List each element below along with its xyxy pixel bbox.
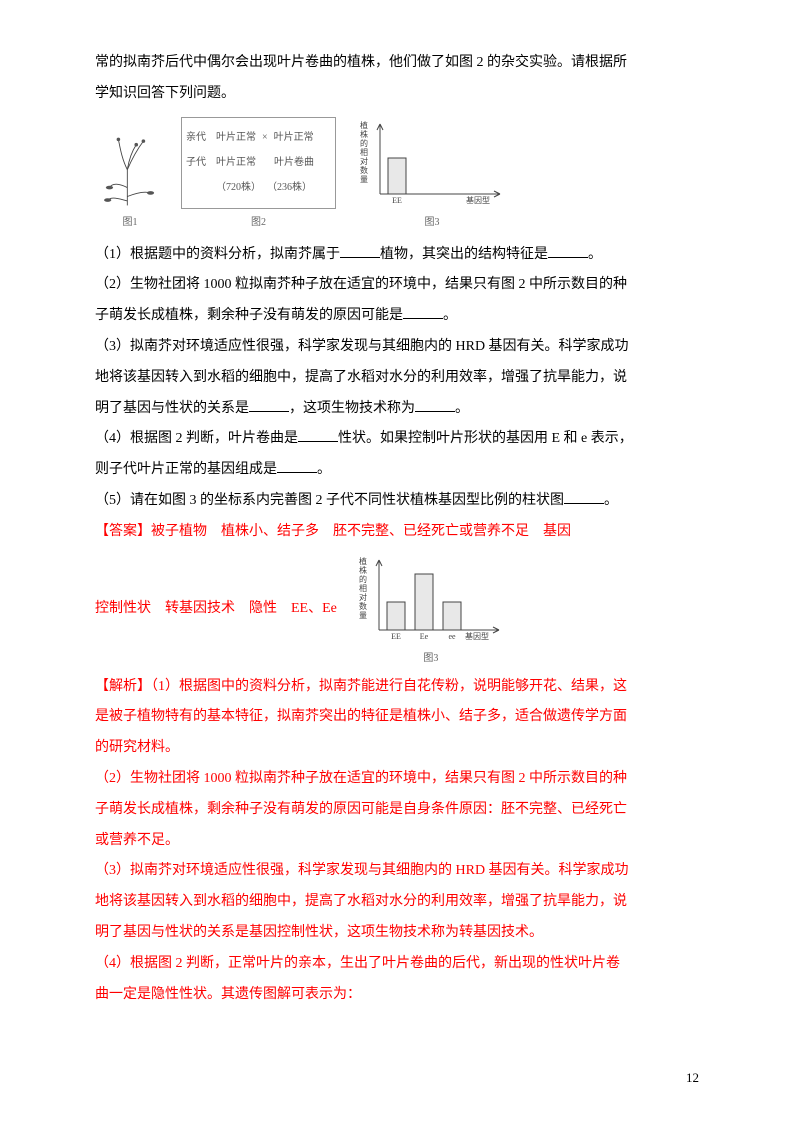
- q3-d: ，这项生物技术称为: [289, 401, 415, 416]
- svg-text:数: 数: [360, 165, 368, 175]
- blank: [249, 398, 289, 412]
- explain-3c: 明了基因与性状的关系是基因控制性状，这项生物技术称为转基因技术。: [95, 918, 699, 949]
- cross-x: ×: [262, 127, 268, 149]
- svg-text:株: 株: [359, 565, 367, 575]
- svg-text:植: 植: [359, 556, 367, 566]
- svg-text:对: 对: [359, 592, 367, 602]
- q5-b: 。: [604, 493, 618, 508]
- figure-2-caption: 图2: [251, 212, 266, 234]
- cross-parent-right: 叶片正常: [274, 127, 314, 149]
- q1: （1）根据题中的资料分析，拟南芥属于 植物，其突出的结构特征是 。: [95, 240, 699, 271]
- q5: （5）请在如图 3 的坐标系内完善图 2 子代不同性状植株基因型比例的柱状图 。: [95, 486, 699, 517]
- answer-6: 转基因技术: [165, 601, 235, 616]
- figures-row: 图1 亲代 叶片正常 × 叶片正常 子代 叶片正常 叶片卷曲 （720株） （2…: [95, 114, 699, 234]
- svg-text:株: 株: [360, 129, 368, 139]
- svg-text:相: 相: [359, 583, 367, 593]
- figure-3-chart: 植株的相对数量 EE 基因型 图3: [352, 114, 512, 234]
- blank: [340, 244, 380, 258]
- q4-d: 。: [317, 462, 331, 477]
- blank: [415, 398, 455, 412]
- svg-text:数: 数: [359, 601, 367, 611]
- intro-line-1: 常的拟南芥后代中偶尔会出现叶片卷曲的植株，他们做了如图 2 的杂交实验。请根据所: [95, 48, 699, 79]
- svg-text:EE: EE: [391, 632, 401, 641]
- answer-lead: 【答案】: [95, 524, 151, 539]
- exp-1a: （1）根据图中的资料分析，拟南芥能进行自花传粉，说明能够开花、结果，这: [151, 679, 627, 694]
- answer-chart-caption: 图3: [423, 648, 438, 670]
- q4-line2: 则子代叶片正常的基因组成是 。: [95, 455, 699, 486]
- q4-c: 则子代叶片正常的基因组成是: [95, 462, 277, 477]
- q1-b: 植物，其突出的结构特征是: [380, 247, 548, 262]
- answer-1: 被子植物: [151, 524, 207, 539]
- answer-2: 植株小、结子多: [221, 524, 319, 539]
- answer-line-1: 【答案】被子植物 植株小、结子多 胚不完整、已经死亡或营养不足 基因: [95, 517, 699, 548]
- svg-text:基因型: 基因型: [466, 195, 490, 205]
- svg-text:植: 植: [360, 120, 368, 130]
- cross-child-right: 叶片卷曲: [274, 152, 314, 174]
- cross-child-left: 叶片正常: [216, 152, 256, 174]
- q3-e: 。: [455, 401, 469, 416]
- cross-child-label: 子代: [186, 152, 210, 174]
- explain-1b: 是被子植物特有的基本特征，拟南芥突出的特征是植株小、结子多，适合做遗传学方面: [95, 702, 699, 733]
- explain-2c: 或营养不足。: [95, 826, 699, 857]
- explain-2b: 子萌发长成植株，剩余种子没有萌发的原因可能是自身条件原因：胚不完整、已经死亡: [95, 795, 699, 826]
- svg-text:EE: EE: [392, 196, 402, 205]
- blank: [564, 490, 604, 504]
- answer-chart: 植株的相对数量 EE Ee ee 基因型 图3: [351, 550, 511, 670]
- explain-4b: 曲一定是隐性性状。其遗传图解可表示为：: [95, 980, 699, 1011]
- explain-1a: 【解析】（1）根据图中的资料分析，拟南芥能进行自花传粉，说明能够开花、结果，这: [95, 672, 699, 703]
- blank: [277, 459, 317, 473]
- cross-count-left: （720株）: [216, 177, 261, 199]
- svg-text:量: 量: [360, 175, 368, 184]
- answer-4: 基因: [543, 524, 571, 539]
- explain-4a: （4）根据图 2 判断，正常叶片的亲本，生出了叶片卷曲的后代，新出现的性状叶片卷: [95, 949, 699, 980]
- q2-line2: 子萌发长成植株，剩余种子没有萌发的原因可能是 。: [95, 301, 699, 332]
- cross-parent-left: 叶片正常: [216, 127, 256, 149]
- figure-1-plant: 图1: [95, 134, 165, 234]
- blank: [403, 305, 443, 319]
- intro-line-2: 学知识回答下列问题。: [95, 79, 699, 110]
- blank: [548, 244, 588, 258]
- q4-a: （4）根据图 2 判断，叶片卷曲是: [95, 431, 298, 446]
- svg-text:相: 相: [360, 147, 368, 157]
- cross-count-right: （236株）: [267, 177, 312, 199]
- svg-text:对: 对: [360, 156, 368, 166]
- svg-text:量: 量: [359, 611, 367, 620]
- cross-parent-label: 亲代: [186, 127, 210, 149]
- explain-2a: （2）生物社团将 1000 粒拟南芥种子放在适宜的环境中，结果只有图 2 中所示…: [95, 764, 699, 795]
- explain-1c: 的研究材料。: [95, 733, 699, 764]
- q1-c: 。: [588, 247, 602, 262]
- q3-line2: 地将该基因转入到水稻的细胞中，提高了水稻对水分的利用效率，增强了抗旱能力，说: [95, 363, 699, 394]
- answer-line-2-with-chart: 控制性状 转基因技术 隐性 EE、Ee 植株的相对数量 EE Ee ee 基因型 图3: [95, 550, 699, 670]
- answer-7: 隐性: [249, 601, 277, 616]
- q4-b: 性状。如果控制叶片形状的基因用 E 和 e 表示，: [338, 431, 633, 446]
- q5-a: （5）请在如图 3 的坐标系内完善图 2 子代不同性状植株基因型比例的柱状图: [95, 493, 564, 508]
- explain-lead: 【解析】: [95, 679, 151, 694]
- figure-3-caption: 图3: [425, 212, 440, 234]
- q3-c: 明了基因与性状的关系是: [95, 401, 249, 416]
- figure-1-caption: 图1: [123, 212, 138, 234]
- figure-2-crossbox: 亲代 叶片正常 × 叶片正常 子代 叶片正常 叶片卷曲 （720株） （236株…: [181, 117, 336, 234]
- svg-text:Ee: Ee: [420, 632, 429, 641]
- svg-text:ee: ee: [448, 632, 456, 641]
- svg-text:的: 的: [360, 138, 368, 148]
- q3-line1: （3）拟南芥对环境适应性很强，科学家发现与其细胞内的 HRD 基因有关。科学家成…: [95, 332, 699, 363]
- q1-a: （1）根据题中的资料分析，拟南芥属于: [95, 247, 340, 262]
- explain-3b: 地将该基因转入到水稻的细胞中，提高了水稻对水分的利用效率，增强了抗旱能力，说: [95, 887, 699, 918]
- answer-8: EE、Ee: [291, 601, 337, 616]
- q3-line3: 明了基因与性状的关系是 ，这项生物技术称为 。: [95, 394, 699, 425]
- q2-line1: （2）生物社团将 1000 粒拟南芥种子放在适宜的环境中，结果只有图 2 中所示…: [95, 270, 699, 301]
- q2-b: 子萌发长成植株，剩余种子没有萌发的原因可能是: [95, 308, 403, 323]
- page-number: 12: [686, 1064, 699, 1093]
- explain-3a: （3）拟南芥对环境适应性很强，科学家发现与其细胞内的 HRD 基因有关。科学家成…: [95, 856, 699, 887]
- q2-c: 。: [443, 308, 457, 323]
- q4-line1: （4）根据图 2 判断，叶片卷曲是 性状。如果控制叶片形状的基因用 E 和 e 表…: [95, 424, 699, 455]
- blank: [298, 428, 338, 442]
- answer-5: 控制性状: [95, 601, 151, 616]
- svg-text:的: 的: [359, 574, 367, 584]
- svg-text:基因型: 基因型: [465, 631, 489, 641]
- answer-3: 胚不完整、已经死亡或营养不足: [333, 524, 529, 539]
